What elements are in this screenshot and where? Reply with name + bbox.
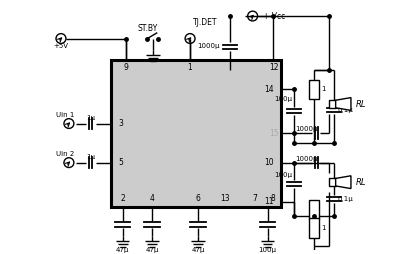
- Text: 9: 9: [123, 63, 128, 72]
- Bar: [309, 80, 319, 99]
- Bar: [309, 200, 319, 219]
- Text: 1: 1: [321, 86, 326, 92]
- Text: 100µ: 100µ: [274, 96, 292, 102]
- Text: 47µ: 47µ: [191, 247, 205, 253]
- Text: 7: 7: [252, 194, 257, 203]
- Text: ST.BY: ST.BY: [137, 24, 158, 33]
- Text: +5V: +5V: [54, 43, 68, 49]
- Text: RL: RL: [356, 178, 366, 187]
- Text: Uin 2: Uin 2: [56, 151, 74, 157]
- Text: 8: 8: [270, 194, 275, 203]
- Text: TJ.DET: TJ.DET: [193, 18, 217, 27]
- Text: 1000µ: 1000µ: [197, 43, 220, 49]
- Text: RL: RL: [356, 100, 366, 108]
- Text: 4: 4: [150, 194, 155, 203]
- Text: 1: 1: [188, 63, 192, 72]
- Text: 11: 11: [264, 197, 274, 206]
- Text: 47µ: 47µ: [116, 247, 129, 253]
- Text: 6: 6: [196, 194, 200, 203]
- Text: 10: 10: [264, 158, 274, 167]
- Text: 14: 14: [264, 85, 274, 94]
- Text: + Vcc: + Vcc: [262, 11, 285, 21]
- Text: 1000µ: 1000µ: [295, 126, 318, 132]
- Text: 1µ: 1µ: [86, 115, 95, 121]
- Text: 0,1µ: 0,1µ: [337, 107, 353, 113]
- Bar: [111, 60, 282, 207]
- Text: 13: 13: [220, 194, 230, 203]
- Bar: [329, 178, 336, 186]
- Text: 1: 1: [321, 225, 326, 231]
- Text: 15: 15: [269, 129, 278, 138]
- Text: 1µ: 1µ: [86, 154, 95, 160]
- Bar: [329, 100, 336, 108]
- Text: 100µ: 100µ: [258, 247, 276, 253]
- Text: 3: 3: [118, 119, 124, 128]
- Polygon shape: [336, 176, 351, 188]
- Text: 12: 12: [269, 63, 278, 72]
- Bar: [309, 218, 319, 238]
- Polygon shape: [336, 98, 351, 110]
- Text: 5: 5: [118, 158, 124, 167]
- Text: 47µ: 47µ: [146, 247, 159, 253]
- Text: 1000µ: 1000µ: [295, 156, 318, 162]
- Text: 2: 2: [120, 194, 125, 203]
- Text: 0,1µ: 0,1µ: [337, 196, 353, 202]
- Text: Uin 1: Uin 1: [56, 112, 74, 118]
- Text: 100µ: 100µ: [274, 172, 292, 178]
